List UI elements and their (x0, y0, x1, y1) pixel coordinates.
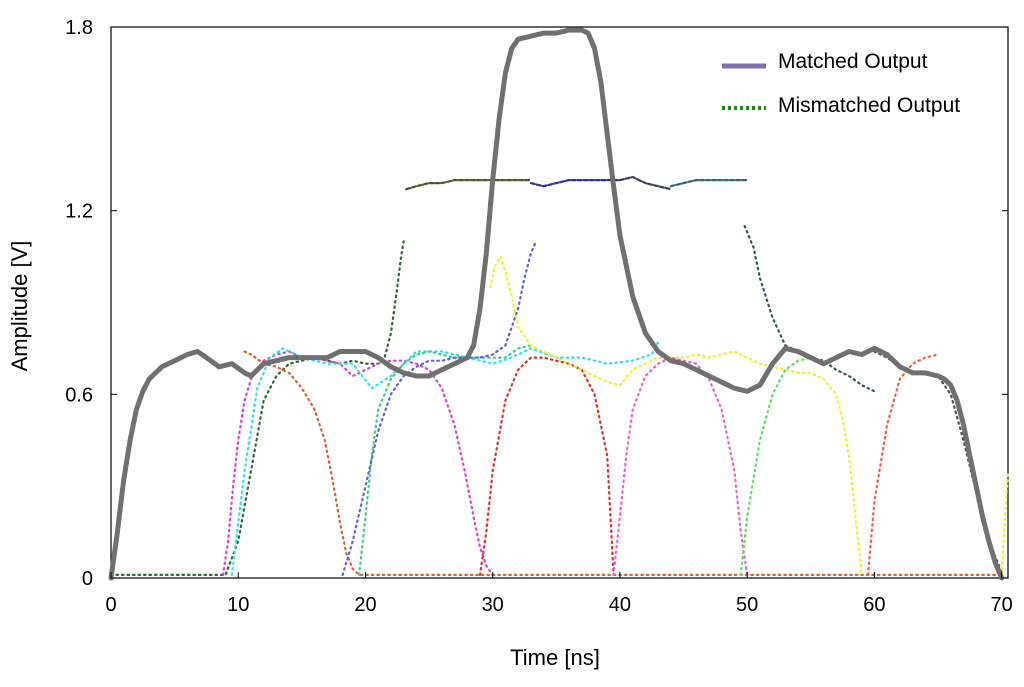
y-axis: 0 0.6 1.2 1.8 (65, 17, 1008, 590)
series-line-matched-output (108, 27, 1005, 581)
series-line-mismatched-output (405, 179, 533, 191)
x-tick-label: 60 (863, 594, 885, 616)
plot-area-frame (110, 26, 1009, 579)
x-tick-label: 10 (227, 594, 249, 616)
y-tick-label: 1.8 (65, 17, 93, 39)
x-axis-title: Time [ns] (510, 645, 600, 670)
x-tick-label: 30 (482, 594, 504, 616)
series-line-mismatched-output (230, 341, 660, 577)
series-line-mismatched-output (743, 224, 876, 393)
x-tick-label: 20 (354, 594, 376, 616)
series-layer (108, 27, 1010, 581)
x-tick-label: 50 (736, 594, 758, 616)
x-tick-label: 0 (105, 594, 116, 616)
series-line-mismatched-output (243, 350, 1003, 577)
y-tick-label: 0 (82, 568, 93, 590)
y-tick-label: 0.6 (65, 384, 93, 406)
y-tick-label: 1.2 (65, 201, 93, 223)
legend: Matched Output Mismatched Output (722, 50, 960, 117)
x-tick-label: 40 (609, 594, 631, 616)
series-line-mismatched-output (489, 255, 863, 577)
series-line-mismatched-output (478, 356, 615, 577)
series-line-mismatched-output (341, 240, 538, 577)
legend-label-matched: Matched Output (778, 50, 928, 73)
y-axis-title: Amplitude [V] (7, 241, 32, 372)
series-line-mismatched-output (1000, 469, 1010, 577)
series-line-mismatched-output (612, 356, 749, 577)
series-line-mismatched-output (739, 356, 812, 577)
series-line-mismatched-output (618, 175, 672, 191)
series-line-mismatched-output (221, 350, 494, 577)
series-line-mismatched-output (529, 179, 622, 188)
series-line-mismatched-output (873, 350, 1003, 574)
x-tick-label: 70 (991, 594, 1013, 616)
series-line-mismatched-output (669, 179, 749, 188)
x-axis: 0 10 20 30 40 50 60 70 (105, 572, 1013, 616)
series-line-mismatched-output (109, 240, 405, 577)
legend-label-mismatched: Mismatched Output (778, 94, 960, 117)
series-line-mismatched-output (866, 353, 940, 577)
